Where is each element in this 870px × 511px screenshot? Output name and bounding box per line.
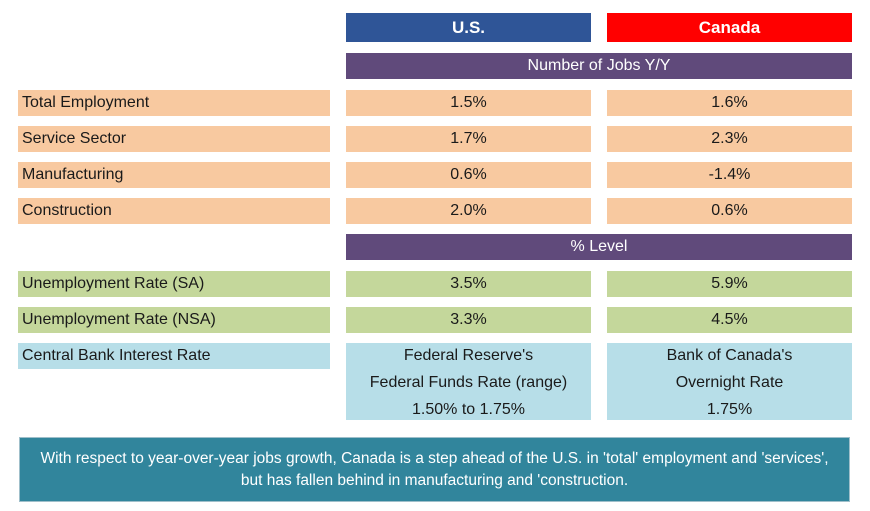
- canada-value-service-sector: 2.3%: [607, 126, 852, 152]
- us-value-construction: 2.0%: [346, 198, 591, 224]
- us-value-service-sector: 1.7%: [346, 126, 591, 152]
- section-percent-level: % Level: [346, 234, 852, 260]
- row-label-total-employment: Total Employment: [18, 90, 330, 116]
- row-label-unemployment-sa: Unemployment Rate (SA): [18, 271, 330, 297]
- row-label-service-sector: Service Sector: [18, 126, 330, 152]
- us-value-unemployment-sa: 3.5%: [346, 271, 591, 297]
- section-jobs-yoy: Number of Jobs Y/Y: [346, 53, 852, 79]
- row-label-construction: Construction: [18, 198, 330, 224]
- row-label-central-bank-rate: Central Bank Interest Rate: [18, 343, 330, 369]
- canada-value-total-employment: 1.6%: [607, 90, 852, 116]
- us-central-bank-name: Federal Reserve's: [403, 347, 534, 364]
- canada-value-construction: 0.6%: [607, 198, 852, 224]
- canada-value-unemployment-sa: 5.9%: [607, 271, 852, 297]
- canada-central-bank-name: Bank of Canada's: [666, 347, 793, 364]
- canada-value-manufacturing: -1.4%: [607, 162, 852, 188]
- us-value-total-employment: 1.5%: [346, 90, 591, 116]
- canada-central-bank-rate: Bank of Canada's Overnight Rate 1.75%: [607, 343, 852, 420]
- us-central-bank-rate-value: 1.50% to 1.75%: [412, 401, 525, 418]
- us-value-unemployment-nsa: 3.3%: [346, 307, 591, 333]
- us-central-bank-rate-name: Federal Funds Rate (range): [369, 374, 568, 391]
- us-column-header: U.S.: [346, 13, 591, 42]
- canada-central-bank-rate-name: Overnight Rate: [675, 374, 784, 391]
- row-label-manufacturing: Manufacturing: [18, 162, 330, 188]
- canada-column-header: Canada: [607, 13, 852, 42]
- canada-central-bank-rate-value: 1.75%: [706, 401, 753, 418]
- canada-value-unemployment-nsa: 4.5%: [607, 307, 852, 333]
- us-value-manufacturing: 0.6%: [346, 162, 591, 188]
- row-label-unemployment-nsa: Unemployment Rate (NSA): [18, 307, 330, 333]
- us-central-bank-rate: Federal Reserve's Federal Funds Rate (ra…: [346, 343, 591, 420]
- summary-footer: With respect to year-over-year jobs grow…: [19, 437, 850, 502]
